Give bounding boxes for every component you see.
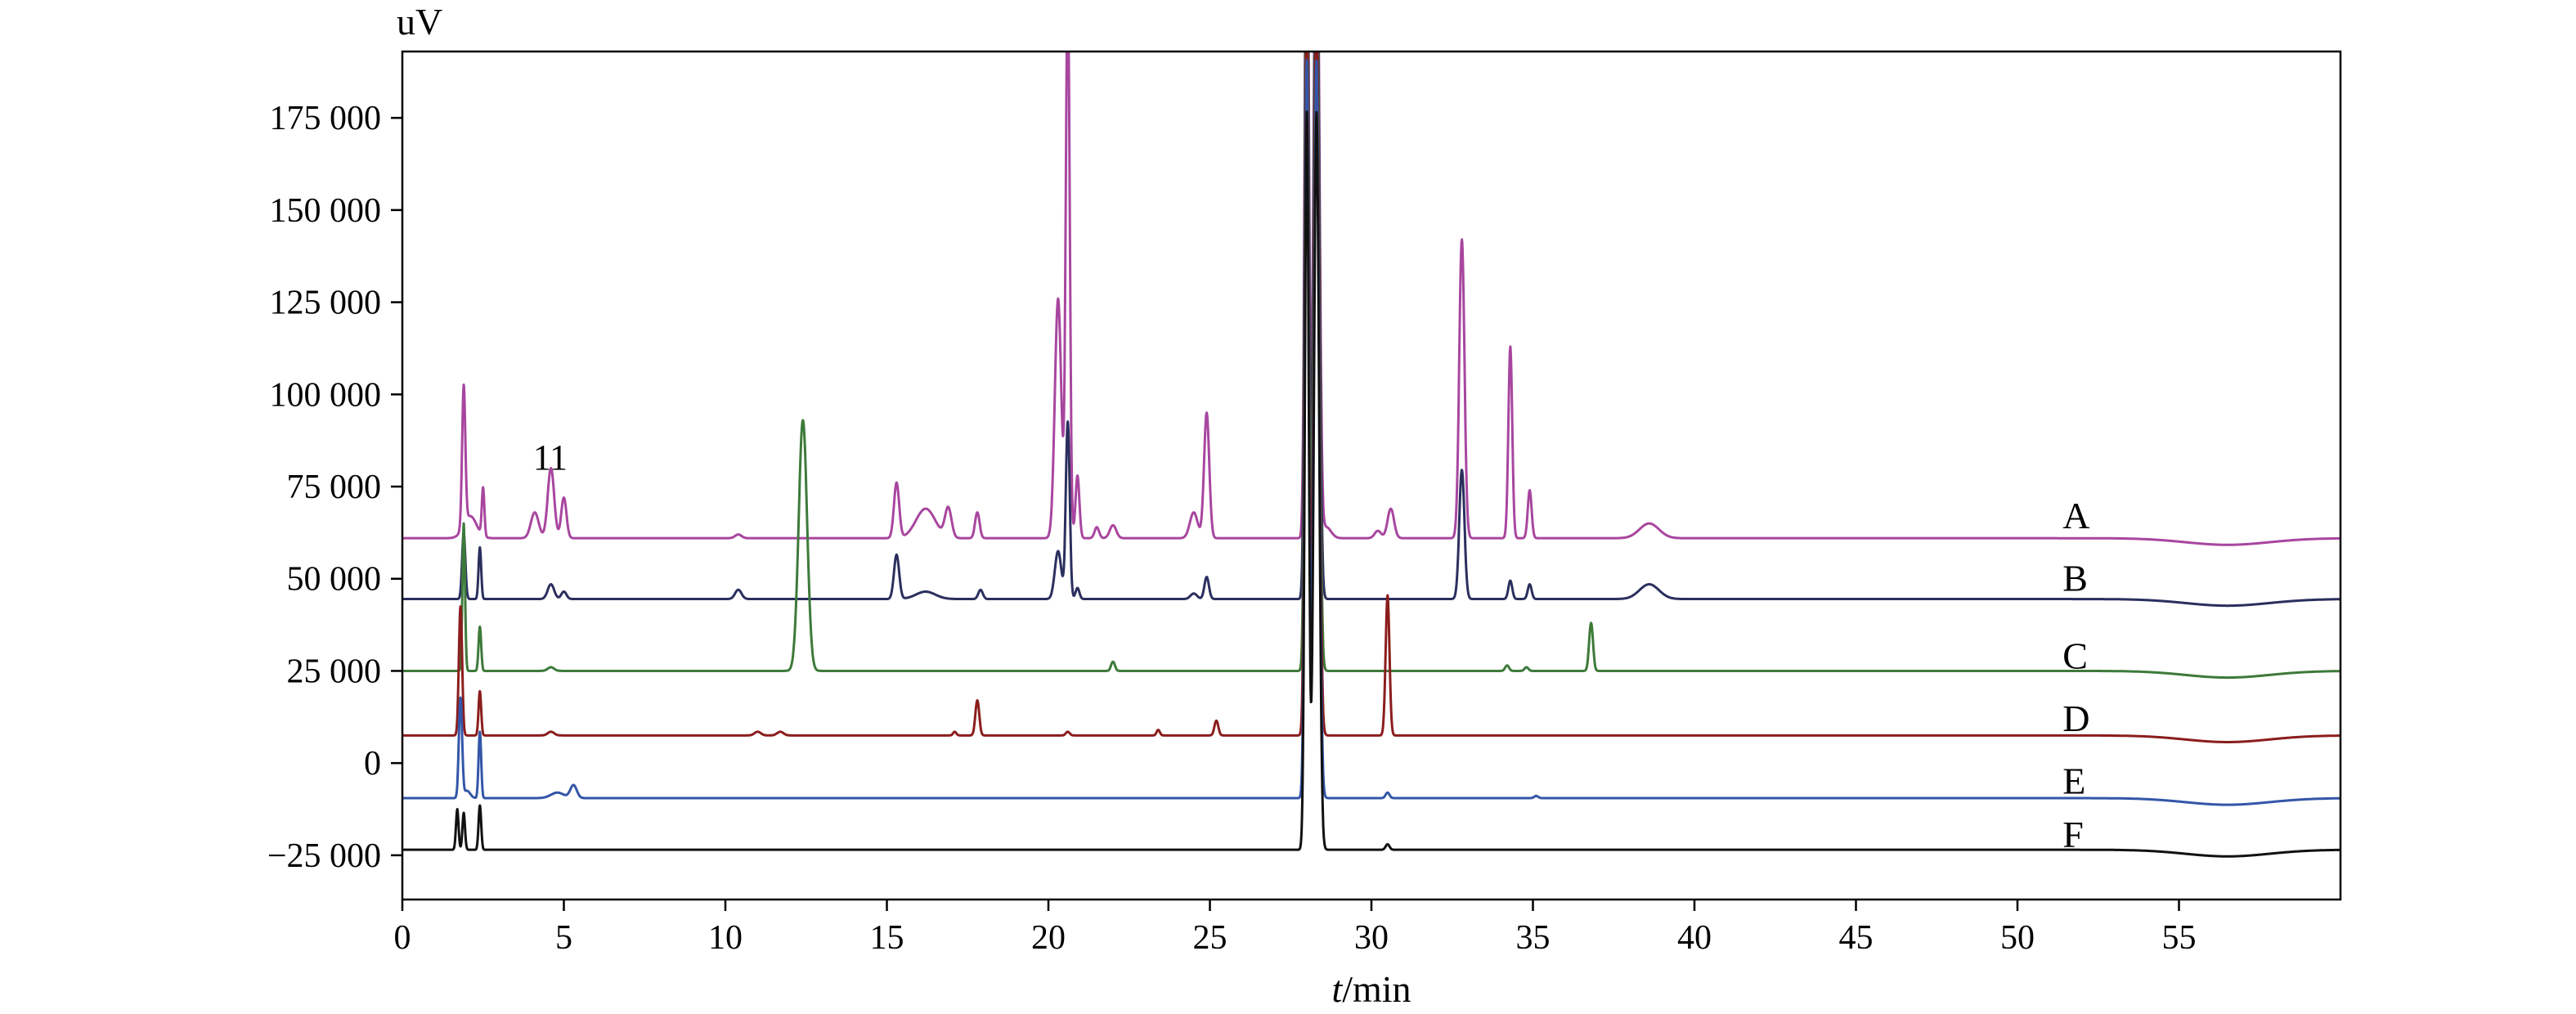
- x-axis-label: t/min: [1331, 968, 1411, 1010]
- y-tick-label-4: 75 000: [287, 469, 382, 506]
- y-tick-label-1: 0: [364, 745, 381, 783]
- x-tick-label-9: 45: [1839, 919, 1874, 957]
- series-label-D: D: [2062, 698, 2089, 739]
- y-tick-label-5: 100 000: [270, 376, 382, 414]
- x-tick-label-6: 30: [1354, 919, 1389, 957]
- y-axis-label: uV: [397, 1, 442, 43]
- x-tick-label-10: 50: [2000, 919, 2035, 957]
- x-tick-label-3: 15: [870, 919, 904, 957]
- series-line-C: [402, 52, 2340, 680]
- series-line-E: [402, 59, 2340, 806]
- x-tick-label-5: 25: [1193, 919, 1227, 957]
- series-line-F: [402, 110, 2340, 858]
- series-label-A: A: [2062, 495, 2089, 536]
- y-tick-label-3: 50 000: [287, 561, 382, 599]
- series-line-B: [402, 52, 2340, 608]
- x-tick-label-11: 55: [2162, 919, 2197, 957]
- x-tick-label-0: 0: [394, 919, 411, 957]
- series-label-E: E: [2062, 760, 2085, 802]
- plot-frame: [401, 50, 2342, 901]
- x-tick-label-7: 35: [1516, 919, 1551, 957]
- y-tick-label-7: 150 000: [270, 192, 382, 230]
- x-tick-label-8: 40: [1677, 919, 1712, 957]
- y-axis: −25 000 0 25 000 50 000 75 000 100 000 125 000…: [267, 100, 402, 875]
- x-axis-label-variable: t: [1331, 968, 1343, 1010]
- y-tick-label-0: −25 000: [267, 837, 381, 875]
- x-axis-label-unit: /min: [1342, 968, 1411, 1010]
- x-tick-label-2: 10: [708, 919, 743, 957]
- y-tick-label-6: 125 000: [270, 285, 382, 322]
- series-layer: [402, 52, 2340, 858]
- x-tick-label-4: 20: [1031, 919, 1066, 957]
- series-label-C: C: [2062, 635, 2088, 676]
- y-tick-label-2: 25 000: [287, 653, 382, 690]
- peak-annotation-0: 11: [533, 437, 568, 478]
- series-label-B: B: [2062, 558, 2088, 599]
- x-tick-label-1: 5: [555, 919, 572, 957]
- series-line-D: [402, 52, 2340, 743]
- series-line-A: [402, 52, 2340, 546]
- x-axis: 0 5 10 15 20 25 30 35 40 45 50 55: [394, 900, 2197, 957]
- y-tick-label-8: 175 000: [270, 100, 382, 137]
- series-label-F: F: [2062, 814, 2084, 855]
